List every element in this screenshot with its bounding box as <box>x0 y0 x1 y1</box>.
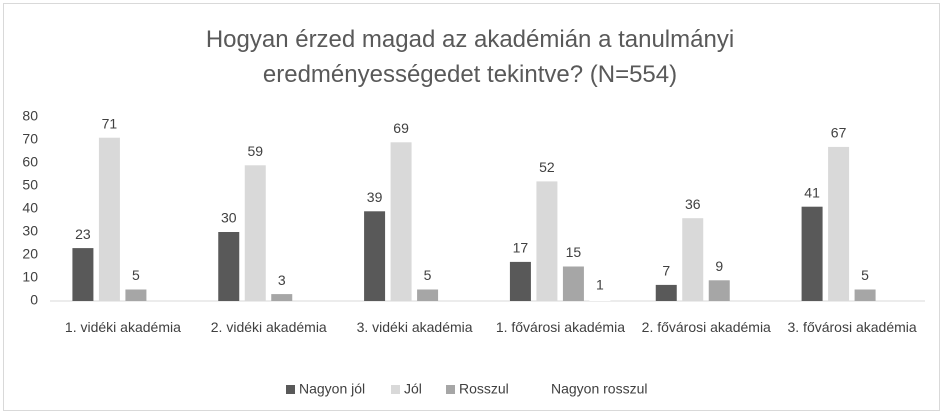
bar <box>364 211 386 301</box>
legend-label: Rosszul <box>459 381 509 397</box>
data-label: 5 <box>424 267 432 283</box>
data-label: 23 <box>75 226 91 242</box>
data-label: 7 <box>662 263 670 279</box>
legend-swatch <box>391 385 400 394</box>
x-tick-label: 1. fővárosi akadémia <box>495 319 625 335</box>
bar <box>509 261 531 301</box>
bar <box>801 206 823 301</box>
data-label: 67 <box>831 125 847 141</box>
legend-swatch <box>538 385 547 394</box>
x-tick-label: 2. fővárosi akadémia <box>641 319 771 335</box>
bar <box>417 289 439 301</box>
data-label: 15 <box>566 244 582 260</box>
data-label: 41 <box>804 184 820 200</box>
y-tick-label: 30 <box>22 223 38 239</box>
x-tick-label: 3. fővárosi akadémia <box>787 319 917 335</box>
bar <box>125 289 147 301</box>
data-label: 5 <box>861 267 869 283</box>
data-label: 71 <box>102 115 118 131</box>
data-label: 52 <box>539 159 555 175</box>
x-tick-label: 1. vidéki akadémia <box>64 319 181 335</box>
bar <box>708 280 730 301</box>
bar <box>854 289 876 301</box>
bar <box>244 165 266 301</box>
bar <box>98 137 120 301</box>
x-tick-label: 3. vidéki akadémia <box>356 319 473 335</box>
data-label: 5 <box>132 267 140 283</box>
data-label: 69 <box>393 120 409 136</box>
bar <box>562 266 584 301</box>
bar <box>218 232 240 301</box>
legend-label: Nagyon rosszul <box>551 381 648 397</box>
chart-border <box>3 3 940 411</box>
bar <box>589 298 611 301</box>
legend-swatch <box>446 385 455 394</box>
x-tick-label: 2. vidéki akadémia <box>210 319 327 335</box>
y-tick-label: 70 <box>22 131 38 147</box>
y-tick-label: 50 <box>22 177 38 193</box>
legend-label: Nagyon jól <box>299 381 365 397</box>
data-label: 9 <box>715 258 723 274</box>
data-label: 3 <box>278 272 286 288</box>
y-tick-label: 0 <box>30 292 38 308</box>
data-label: 1 <box>596 276 604 292</box>
bar <box>828 146 850 301</box>
y-tick-label: 40 <box>22 200 38 216</box>
y-tick-label: 20 <box>22 246 38 262</box>
y-tick-label: 10 <box>22 269 38 285</box>
data-label: 39 <box>367 189 383 205</box>
bar <box>72 248 94 301</box>
data-label: 17 <box>513 240 529 256</box>
bar <box>271 294 293 301</box>
data-label: 30 <box>221 210 237 226</box>
bar <box>390 142 412 301</box>
legend-swatch <box>286 385 295 394</box>
chart-title: Hogyan érzed magad az akadémián a tanulm… <box>205 26 735 88</box>
y-tick-label: 60 <box>22 154 38 170</box>
bar <box>536 181 558 301</box>
data-label: 36 <box>685 196 701 212</box>
bar <box>682 218 704 301</box>
legend-label: Jól <box>404 381 422 397</box>
bar <box>655 284 677 301</box>
data-label: 59 <box>247 143 263 159</box>
y-tick-label: 80 <box>22 108 38 124</box>
